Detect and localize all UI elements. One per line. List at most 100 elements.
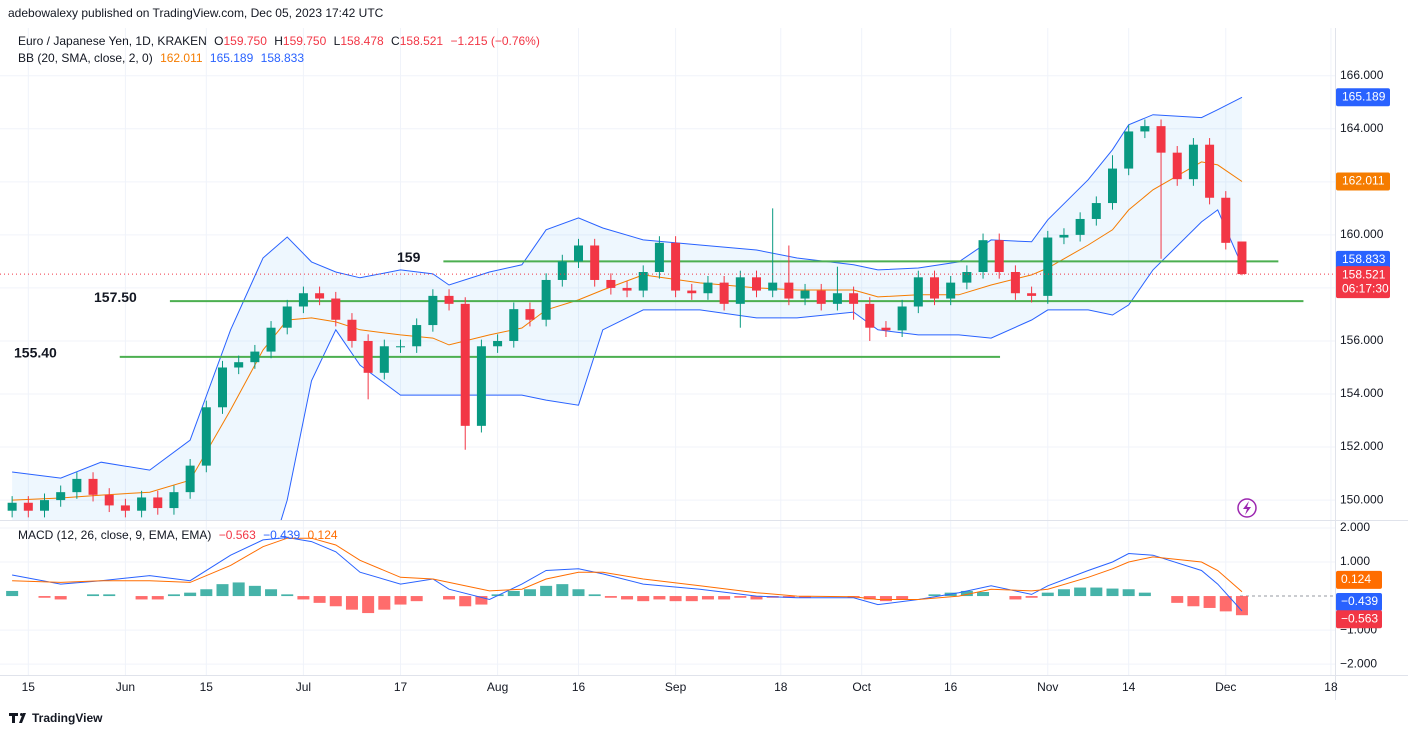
- candle-body: [768, 282, 778, 291]
- ohlc-value: 159.750: [283, 34, 327, 48]
- last-price-tag: [1336, 266, 1390, 299]
- candle-body: [881, 327, 891, 331]
- histogram-bar: [960, 590, 973, 597]
- indicator-value: 165.189: [210, 51, 254, 65]
- candle-body: [476, 346, 486, 426]
- candle-body: [379, 346, 389, 373]
- histogram-bar: [1122, 589, 1135, 597]
- band-line: [280, 209, 1243, 520]
- histogram-bar: [1074, 587, 1087, 597]
- indicator-value: 162.011: [160, 51, 203, 65]
- candle-body: [266, 327, 276, 352]
- candle-body: [185, 465, 195, 493]
- level-label: 155.40: [14, 345, 57, 361]
- x-tick-label: 15: [200, 680, 214, 694]
- candle-body: [1108, 168, 1117, 204]
- histogram-tag: [1336, 610, 1382, 629]
- candle-body: [493, 340, 503, 347]
- candle-body: [1156, 126, 1166, 153]
- candle-body: [703, 282, 713, 294]
- ohlc-key: H: [274, 34, 283, 48]
- candle-body: [298, 293, 308, 307]
- histogram-bar: [6, 590, 19, 597]
- candle-body: [153, 497, 163, 509]
- histogram-bar: [701, 596, 714, 600]
- candle-body: [541, 279, 551, 320]
- x-tick-label: Oct: [852, 680, 871, 694]
- candle-body: [169, 492, 179, 509]
- indicator-title: BB (20, SMA, close, 2, 0): [18, 51, 153, 65]
- ohlc-key: L: [334, 34, 341, 48]
- candle-body: [7, 502, 17, 511]
- candle-body: [622, 287, 632, 291]
- candle-body: [104, 494, 114, 506]
- candle-body: [444, 295, 454, 304]
- histogram-bar: [184, 592, 197, 597]
- candle-body: [23, 502, 33, 511]
- candle-body: [120, 505, 130, 511]
- publisher-line: adebowalexy published on TradingView.com…: [8, 6, 384, 20]
- histogram-bar: [718, 596, 731, 600]
- candle-body: [1237, 241, 1247, 275]
- candle-body: [1221, 197, 1231, 243]
- middle-band-tag-text: 162.011: [1342, 174, 1385, 188]
- band-line: [12, 96, 1243, 479]
- histogram-bar: [281, 594, 294, 597]
- candle-body: [832, 293, 842, 304]
- x-tick-label: 18: [1324, 680, 1338, 694]
- histogram-bar: [38, 596, 51, 598]
- histogram-bar: [637, 596, 650, 602]
- candle-body: [865, 303, 875, 328]
- candle-body: [315, 293, 325, 299]
- x-tick-label: 14: [1122, 680, 1136, 694]
- brand-logo[interactable]: TradingView: [9, 711, 103, 725]
- histogram-bar: [443, 596, 456, 600]
- candle-body: [1205, 144, 1215, 198]
- candle-body: [250, 351, 260, 363]
- candle-body: [525, 309, 535, 320]
- candle-body: [428, 295, 438, 326]
- alert-icon[interactable]: [1237, 498, 1257, 518]
- ohlc-key: O: [214, 34, 223, 48]
- histogram-bar: [928, 594, 941, 597]
- brand-name[interactable]: TradingView: [32, 711, 103, 725]
- candle-body: [654, 242, 664, 273]
- x-tick-label: 16: [572, 680, 586, 694]
- candle-body: [137, 497, 147, 511]
- macd-line: [12, 536, 1243, 612]
- histogram-bar: [313, 596, 326, 603]
- candle-body: [1059, 234, 1069, 238]
- candle-body: [460, 303, 470, 426]
- histogram-bar: [653, 596, 666, 600]
- macd-tag: [1336, 592, 1382, 611]
- histogram-bar: [1106, 588, 1119, 597]
- histogram-bar: [329, 596, 342, 607]
- x-tick-label: 15: [22, 680, 36, 694]
- ohlc-value: 159.750: [223, 34, 267, 48]
- last-price-text: 158.521: [1342, 267, 1386, 281]
- candle-body: [1172, 152, 1182, 180]
- upper-band-tag: [1336, 88, 1390, 107]
- histogram-bar: [1138, 592, 1151, 597]
- upper-band-tag-text: 165.189: [1342, 89, 1386, 103]
- candle-body: [412, 325, 422, 347]
- histogram-bar: [362, 596, 375, 614]
- y-tick-label: 152.000: [1340, 439, 1384, 453]
- y-tick-label: 1.000: [1340, 554, 1370, 568]
- band-line: [12, 161, 1243, 501]
- histogram-bar: [265, 589, 278, 597]
- x-tick-label: Dec: [1215, 680, 1236, 694]
- histogram-bar: [297, 596, 310, 600]
- macd-legend: MACD (12, 26, close, 9, EMA, EMA) −0.563…: [18, 528, 338, 542]
- macd-value: −0.439: [263, 528, 300, 542]
- histogram-bar: [782, 596, 795, 598]
- y-tick-label: −2.000: [1340, 656, 1377, 670]
- histogram-bar: [410, 596, 423, 602]
- histogram-bar: [378, 596, 391, 610]
- candle-body: [234, 362, 244, 368]
- histogram-bar: [1057, 589, 1070, 597]
- lower-band-tag-text: 158.833: [1342, 252, 1386, 266]
- candle-body: [574, 245, 583, 262]
- histogram-bar: [896, 596, 909, 600]
- candle-body: [1140, 126, 1150, 132]
